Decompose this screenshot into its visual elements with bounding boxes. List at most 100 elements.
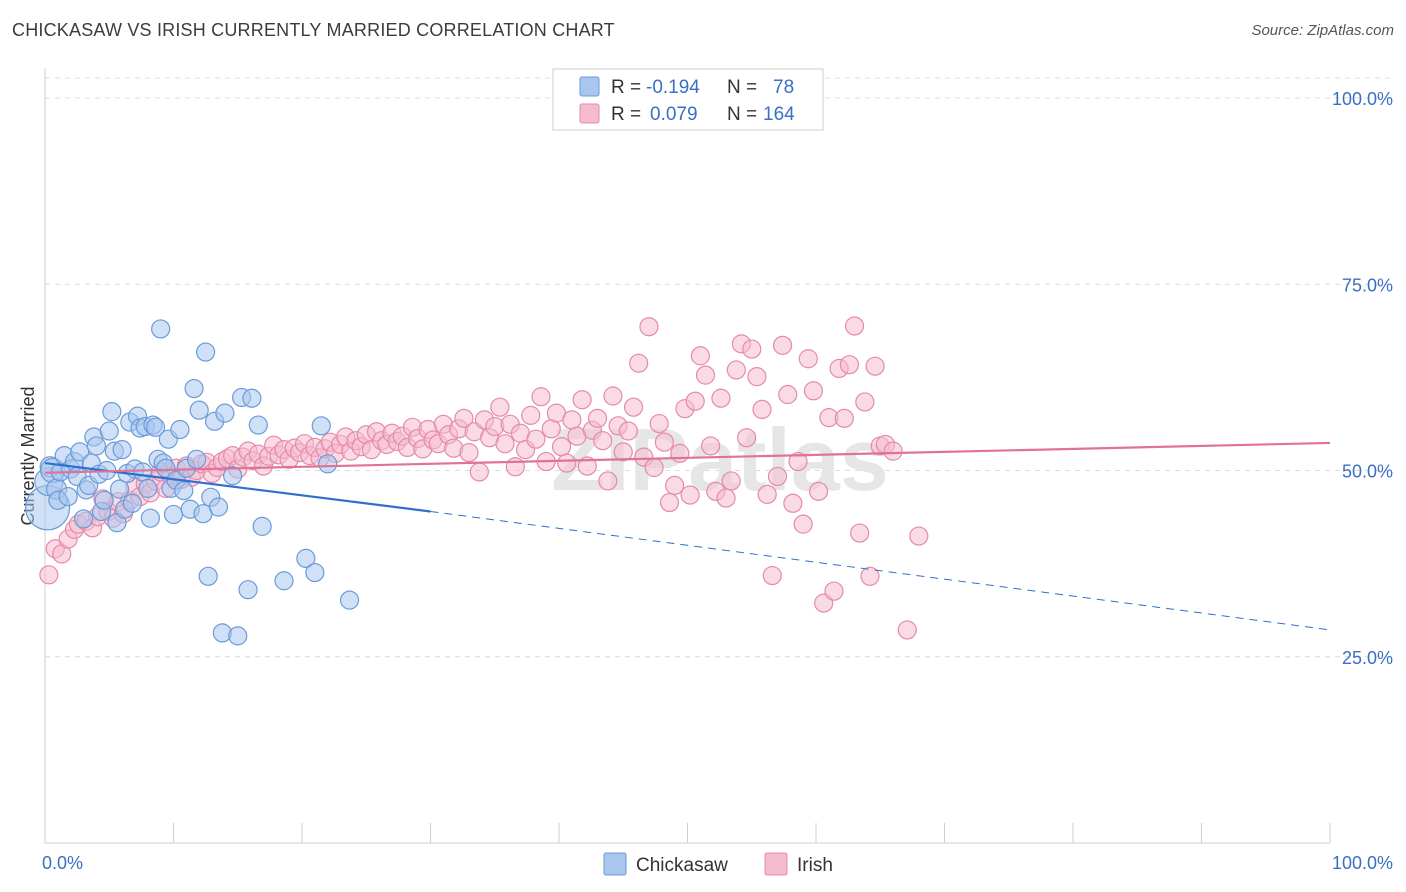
point-irish (685, 391, 705, 411)
point-chickasaw (228, 626, 248, 646)
point-irish (778, 384, 798, 405)
point-irish (521, 405, 541, 425)
point-chickasaw (112, 440, 132, 460)
point-chickasaw (102, 402, 122, 422)
legend-n-value-1: 78 (773, 77, 794, 98)
point-chickasaw (242, 388, 262, 408)
bottom-legend-label-chickasaw: Chickasaw (636, 855, 728, 876)
point-irish (659, 492, 680, 513)
point-irish (897, 620, 917, 640)
grid-layer (45, 77, 1393, 658)
point-chickasaw (73, 509, 94, 529)
point-irish (860, 566, 880, 586)
bottom-legend-swatch-chickasaw (603, 852, 627, 876)
point-irish (716, 488, 736, 508)
point-irish (742, 339, 762, 359)
point-irish (783, 493, 803, 513)
legend-n-value-2: 164 (763, 104, 795, 125)
point-irish (562, 410, 582, 430)
point-irish (603, 386, 623, 406)
point-irish (690, 346, 710, 366)
legend-r-label-2: R = (611, 104, 641, 125)
point-chickasaw (187, 449, 207, 469)
point-irish (557, 453, 577, 473)
point-irish (644, 457, 664, 478)
bottom-legend-label-irish: Irish (797, 855, 833, 876)
point-irish (593, 431, 613, 451)
y-tick-label: 25.0% (1342, 648, 1393, 668)
point-chickasaw (145, 417, 166, 437)
point-chickasaw (274, 571, 294, 591)
y-tick-label: 50.0% (1342, 462, 1393, 482)
point-chickasaw (238, 580, 258, 600)
point-irish (865, 356, 885, 376)
trend-extension-chickasaw (430, 510, 1331, 631)
bottom-legend: Chickasaw Irish (603, 852, 833, 876)
top-legend: R = -0.194 N = 78 R = 0.079 N = 164 (552, 68, 824, 131)
y-tick-label: 100.0% (1332, 89, 1393, 109)
point-chickasaw (58, 486, 78, 507)
chart-title: CHICKASAW VS IRISH CURRENTLY MARRIED COR… (12, 20, 615, 40)
point-chickasaw (133, 462, 153, 482)
point-irish (834, 408, 854, 428)
legend-swatch-irish (579, 103, 600, 124)
point-chickasaw (311, 416, 331, 436)
point-irish (469, 462, 489, 482)
point-irish (587, 408, 608, 428)
point-chickasaw (122, 493, 142, 513)
point-chickasaw (151, 319, 171, 339)
point-chickasaw (140, 508, 160, 528)
point-irish (695, 365, 716, 385)
point-irish (572, 390, 592, 410)
point-irish (495, 434, 515, 454)
point-irish (726, 360, 746, 380)
point-irish (577, 456, 597, 476)
trend-line-irish (44, 441, 1331, 474)
point-irish (767, 466, 788, 487)
point-irish (670, 443, 690, 463)
point-irish (824, 581, 844, 601)
legend-r-value-2: 0.079 (650, 104, 698, 125)
point-chickasaw (339, 590, 360, 610)
point-chickasaw (86, 436, 107, 456)
point-irish (665, 475, 685, 495)
point-chickasaw (196, 342, 216, 362)
point-chickasaw (252, 516, 272, 536)
point-irish (701, 436, 721, 456)
point-irish (618, 421, 638, 441)
point-irish (793, 514, 813, 534)
point-irish (526, 429, 546, 449)
point-chickasaw (163, 504, 184, 525)
point-chickasaw (70, 442, 90, 462)
point-chickasaw (94, 490, 114, 510)
point-irish (551, 437, 572, 457)
point-irish (909, 526, 929, 546)
point-irish (639, 317, 659, 337)
point-irish (844, 316, 865, 336)
point-irish (752, 399, 772, 420)
point-chickasaw (138, 478, 158, 498)
point-irish (490, 397, 510, 417)
axes-layer: 25.0%50.0%75.0%100.0%0.0% 100.0%Currently… (18, 68, 1393, 873)
legend-n-label-2: N = (727, 104, 757, 125)
legend-swatch-chickasaw (579, 76, 600, 97)
y-tick-label: 75.0% (1342, 275, 1393, 295)
x-tick-label-end: 100.0% (1332, 853, 1393, 873)
point-irish (839, 355, 860, 375)
point-irish (855, 392, 875, 412)
bottom-legend-swatch-irish (764, 852, 788, 876)
point-chickasaw (189, 400, 209, 420)
point-chickasaw (215, 403, 235, 423)
point-irish (454, 408, 474, 428)
point-irish (629, 353, 649, 373)
point-irish (788, 451, 808, 472)
point-chickasaw (248, 415, 268, 435)
point-irish (598, 471, 618, 491)
point-irish (711, 388, 731, 408)
x-tick-label-start: 0.0% (42, 853, 83, 873)
point-irish (737, 428, 757, 448)
point-irish (798, 349, 818, 369)
source-label: Source: ZipAtlas.com (1251, 22, 1394, 39)
point-irish (772, 335, 793, 355)
point-chickasaw (174, 481, 194, 501)
